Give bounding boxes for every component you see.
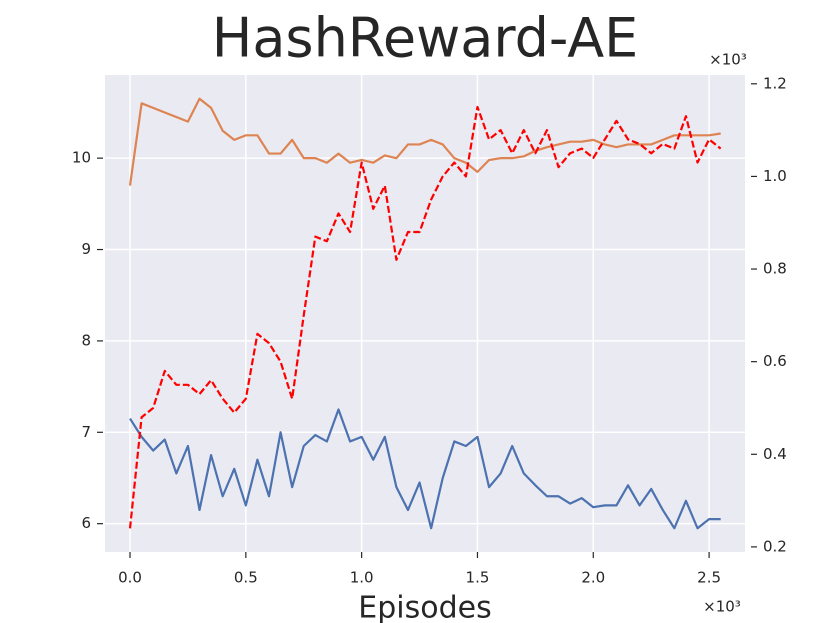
y2-tick-label: 0.2 [763,537,787,555]
plot-area [105,75,745,552]
x-tick-label: 2.5 [697,569,721,587]
y2-tick-label: 0.6 [763,352,787,370]
y2-tick-label: 0.8 [763,260,787,278]
y-tick-label: 9 [81,240,91,258]
y2-tick-label: 1.2 [763,74,787,92]
x-tick-label: 1.0 [350,569,374,587]
y2-tick-label: 0.4 [763,445,787,463]
series-line [128,97,721,186]
x-tick-label: 0.5 [234,569,258,587]
series-line [128,105,722,529]
x-tick-label: 0.0 [118,569,142,587]
y-tick-label: 6 [81,514,91,532]
x-tick-label: 1.5 [466,569,490,587]
x-tick-label: 2.0 [581,569,605,587]
y-tick-label: 10 [72,149,91,167]
y2-offset-label: ×10³ [709,51,747,69]
chart-title: HashReward-AE [212,7,639,70]
series-line [129,408,721,530]
y2-tick-label: 1.0 [763,167,787,185]
x-offset-label: ×10³ [703,598,741,616]
x-axis-label: Episodes [358,591,491,623]
y-tick-label: 7 [81,423,91,441]
y-tick-label: 8 [81,331,91,349]
